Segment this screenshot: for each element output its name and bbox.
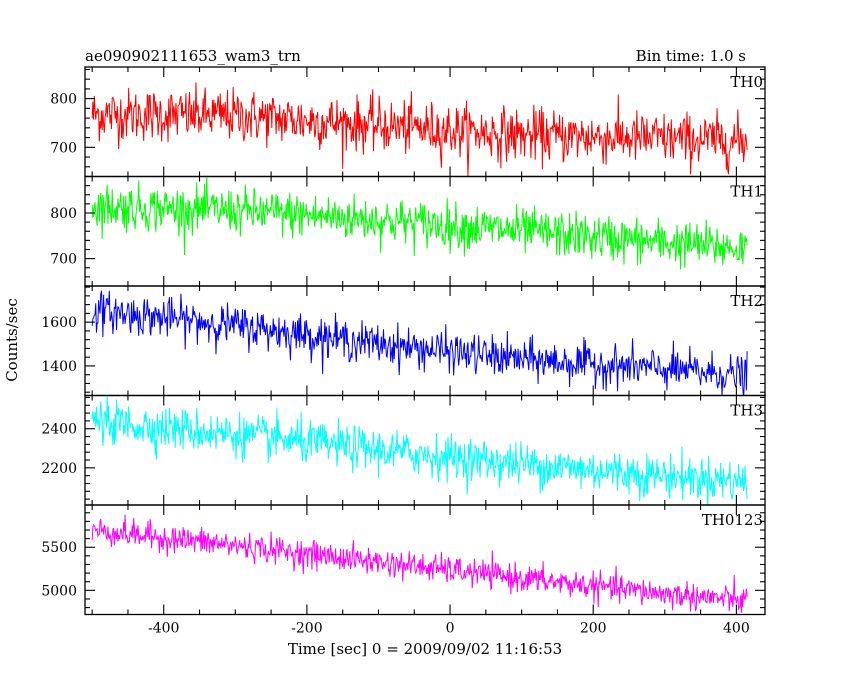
x-axis-label: Time [sec] 0 = 2009/09/02 11:16:53 <box>288 640 562 658</box>
x-tick-label: 400 <box>723 621 750 637</box>
panel-frame <box>84 504 766 616</box>
y-tick-label: 5500 <box>41 540 77 556</box>
panel-th0123: 5000 5500 TH0123 <box>41 504 766 616</box>
y-tick-label: 2400 <box>41 422 77 438</box>
x-tick-label: 0 <box>446 621 455 637</box>
bin-time-label: Bin time: 1.0 s <box>636 47 746 65</box>
x-tick-label: -400 <box>148 621 179 637</box>
series-line-th3 <box>91 395 748 505</box>
panel-th0: 700 800 TH0 <box>50 66 766 178</box>
y-tick-label: 700 <box>50 252 77 268</box>
x-tick-label: 200 <box>580 621 607 637</box>
series-line-th0123 <box>91 514 748 613</box>
y-tick-label: 1400 <box>41 359 77 375</box>
panel-frame <box>84 285 766 397</box>
x-tick-label: -200 <box>291 621 322 637</box>
panels-group: 700 800 TH0 700 800 TH1 1400 1600 TH2 2200 2400 TH3… <box>41 66 766 637</box>
y-tick-label: 800 <box>50 206 77 222</box>
y-tick-label: 700 <box>50 140 77 156</box>
series-line-th2 <box>91 290 748 396</box>
y-tick-label: 1600 <box>41 315 77 331</box>
y-axis-label: Counts/sec <box>3 298 21 382</box>
series-line-th1 <box>91 176 748 270</box>
y-tick-label: 800 <box>50 92 77 108</box>
panel-frame <box>84 175 766 287</box>
panel-th3: 2200 2400 TH3 <box>41 394 766 506</box>
panel-label-th2: TH2 <box>730 292 763 310</box>
series-line-th0 <box>91 82 748 177</box>
chart-title: ae090902111653_wam3_trn <box>85 47 301 65</box>
panel-label-th1: TH1 <box>730 183 763 201</box>
panel-label-th0123: TH0123 <box>702 511 763 529</box>
panel-label-th3: TH3 <box>730 402 763 420</box>
panel-th1: 700 800 TH1 <box>50 175 766 287</box>
y-tick-label: 2200 <box>41 461 77 477</box>
y-tick-label: 5000 <box>41 583 77 599</box>
panel-th2: 1400 1600 TH2 <box>41 285 766 397</box>
panel-label-th0: TH0 <box>730 73 763 91</box>
